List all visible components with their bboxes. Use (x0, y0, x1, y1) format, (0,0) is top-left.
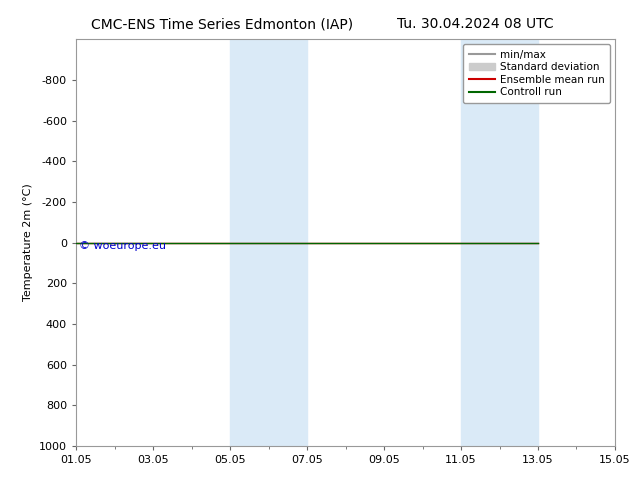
Text: Tu. 30.04.2024 08 UTC: Tu. 30.04.2024 08 UTC (397, 17, 554, 31)
Bar (461, 39, 538, 446)
Bar (230, 39, 307, 446)
Text: CMC-ENS Time Series Edmonton (IAP): CMC-ENS Time Series Edmonton (IAP) (91, 17, 353, 31)
Legend: min/max, Standard deviation, Ensemble mean run, Controll run: min/max, Standard deviation, Ensemble me… (463, 45, 610, 102)
Y-axis label: Temperature 2m (°C): Temperature 2m (°C) (23, 184, 34, 301)
Text: © woeurope.eu: © woeurope.eu (79, 241, 165, 250)
